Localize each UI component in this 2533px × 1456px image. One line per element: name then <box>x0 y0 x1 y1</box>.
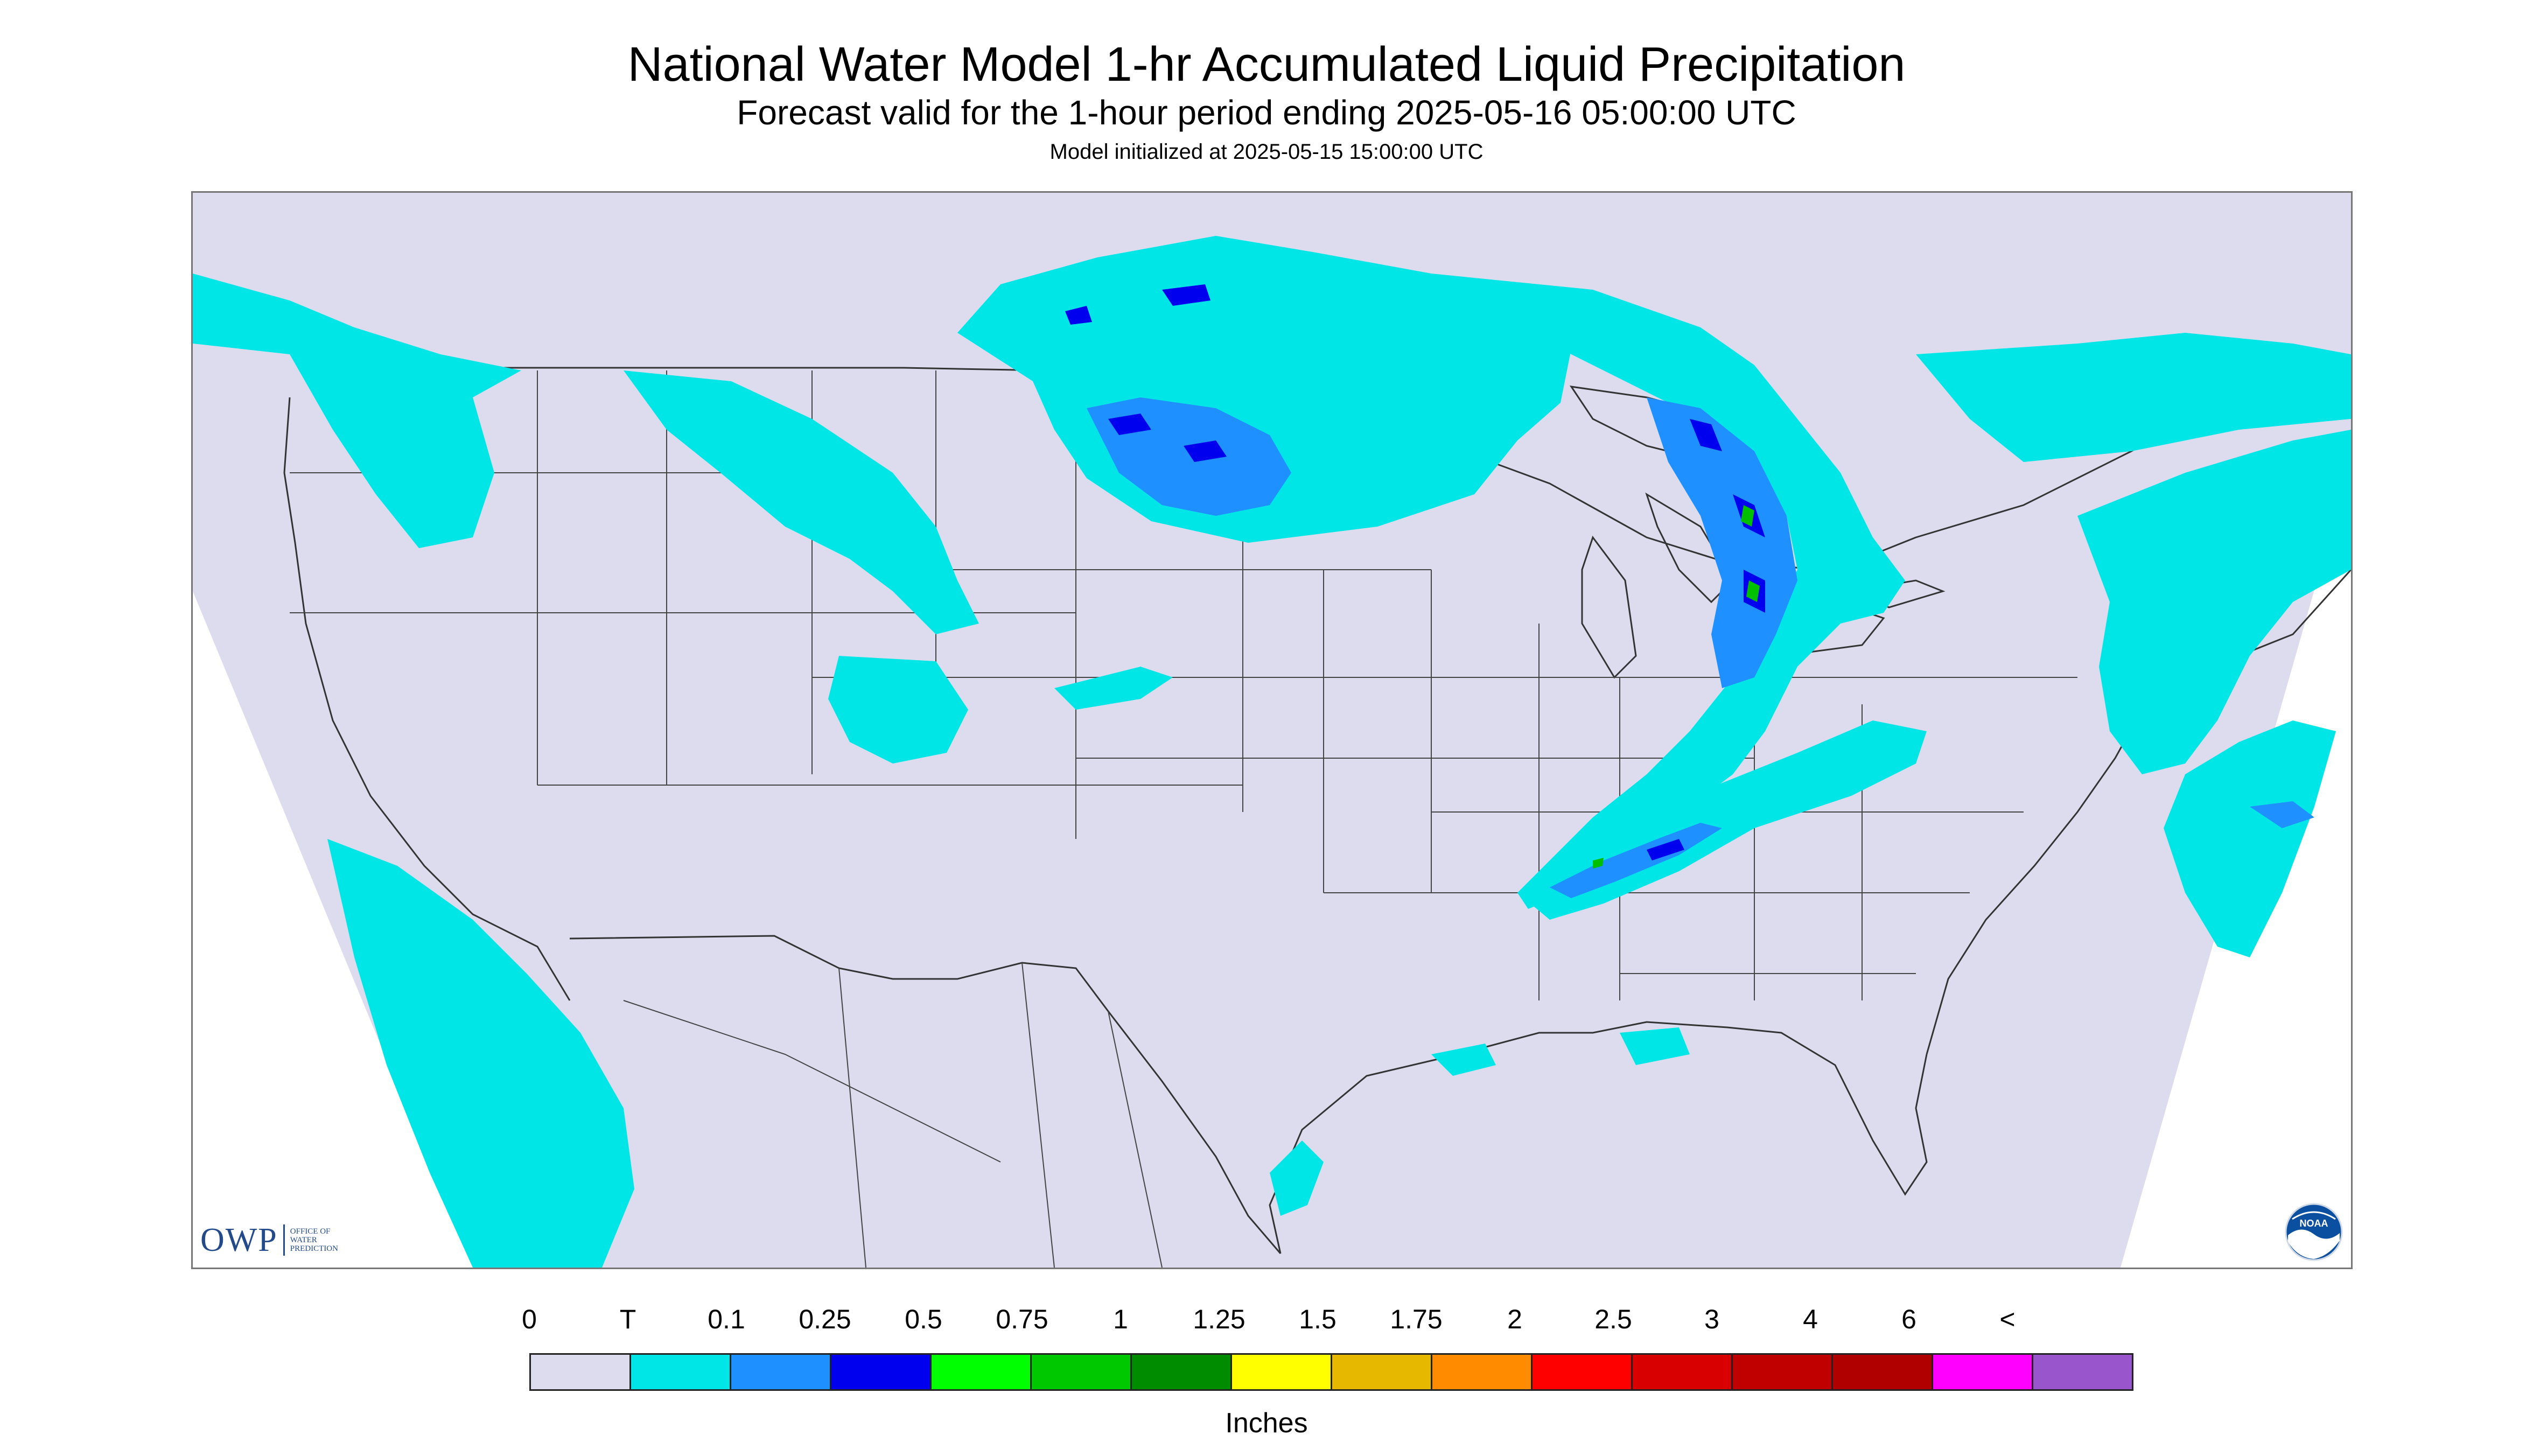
legend-swatch <box>932 1355 1032 1389</box>
legend-label: 2.5 <box>1594 1304 1632 1334</box>
legend-swatch <box>1933 1355 2033 1389</box>
legend-label: < <box>1999 1304 2016 1334</box>
noaa-logo: NOAA <box>2285 1203 2343 1261</box>
legend-swatch <box>1032 1355 1132 1389</box>
precip-moderate <box>1065 284 1765 860</box>
legend-labels: 0 T 0.1 0.25 0.5 0.75 1 1.25 1.5 1.75 2 2.5 3 4 6 < <box>0 1303 2533 1341</box>
legend-swatch <box>1132 1355 1232 1389</box>
legend-label: 4 <box>1803 1304 1818 1334</box>
noaa-logo-text: NOAA <box>2300 1218 2328 1229</box>
legend-swatch <box>1432 1355 1533 1389</box>
gulf-precip <box>1270 1027 1690 1216</box>
legend-swatch <box>1332 1355 1432 1389</box>
legend-swatch <box>831 1355 932 1389</box>
pacific-offshore-precip <box>327 839 634 1268</box>
legend-swatch <box>1833 1355 1933 1389</box>
model-init-time: Model initialized at 2025-05-15 15:00:00… <box>1049 140 1484 164</box>
west-coast <box>283 397 571 1001</box>
east-coast <box>1926 569 2352 1055</box>
legend-swatch <box>1533 1355 1633 1389</box>
northeast-precip <box>2077 430 2351 774</box>
legend-label: 6 <box>1901 1304 1916 1334</box>
borders <box>283 367 2352 1254</box>
northern-plains-low <box>957 236 1571 543</box>
legend-label: 0.75 <box>996 1304 1048 1334</box>
precip-light <box>1087 397 2314 898</box>
atlantic-core <box>2250 801 2314 828</box>
legend-swatch <box>631 1355 731 1389</box>
owp-logo-divider <box>283 1224 285 1256</box>
legend-label: 1.5 <box>1299 1304 1337 1334</box>
canada-east-precip <box>1916 333 2351 462</box>
montana-wyoming-precip <box>624 370 979 634</box>
page-title: National Water Model 1-hr Accumulated Li… <box>627 38 1906 92</box>
legend-swatch <box>731 1355 831 1389</box>
legend-label: 3 <box>1704 1304 1719 1334</box>
legend-swatch <box>1733 1355 1833 1389</box>
legend-label: 1.25 <box>1193 1304 1245 1334</box>
precipitation-map <box>191 191 2353 1269</box>
legend-label: 0.5 <box>905 1304 942 1334</box>
us-mexico-border <box>569 935 1282 1254</box>
mexico-lines <box>623 962 1163 1268</box>
gulf-coast <box>1269 1021 1928 1254</box>
legend-swatch <box>1232 1355 1332 1389</box>
owp-logo: OWP OFFICE OF WATER PREDICTION <box>200 1221 338 1259</box>
color-legend <box>529 1353 2133 1391</box>
owp-logo-text: OWP <box>200 1221 278 1258</box>
legend-label: 1.75 <box>1390 1304 1443 1334</box>
legend-label: 2 <box>1507 1304 1522 1334</box>
page-subtitle: Forecast valid for the 1-hour period end… <box>737 93 1796 132</box>
legend-swatch <box>1633 1355 1733 1389</box>
legend-label: 0.1 <box>708 1304 745 1334</box>
legend-swatch <box>531 1355 631 1389</box>
pacific-northwest-precip <box>193 274 521 548</box>
legend-label: T <box>619 1304 636 1334</box>
precip-trace <box>193 236 2351 1268</box>
great-lakes-core <box>1647 397 1797 688</box>
legend-label: 1 <box>1113 1304 1128 1334</box>
owp-logo-subtext: OFFICE OF WATER PREDICTION <box>290 1227 338 1253</box>
northern-arc-band <box>1431 274 1905 909</box>
legend-label: 0 <box>522 1304 537 1334</box>
atlantic-offshore-precip <box>2164 720 2336 957</box>
legend-swatch <box>2033 1355 2132 1389</box>
us-canada-border <box>300 367 2186 571</box>
legend-units: Inches <box>1225 1408 1308 1439</box>
legend-label: 0.25 <box>799 1304 851 1334</box>
colorado-precip <box>828 656 1173 764</box>
